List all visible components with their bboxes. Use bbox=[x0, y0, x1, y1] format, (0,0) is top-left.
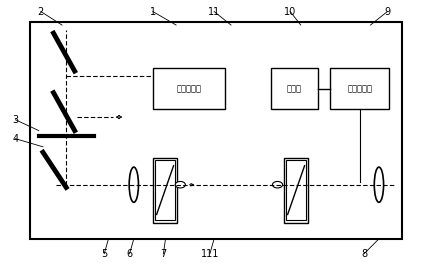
Text: 5: 5 bbox=[101, 249, 107, 259]
Text: 激光发射器: 激光发射器 bbox=[176, 84, 201, 93]
Circle shape bbox=[273, 181, 282, 188]
Text: 4: 4 bbox=[12, 134, 19, 144]
Text: 1: 1 bbox=[150, 7, 156, 17]
Circle shape bbox=[175, 181, 185, 188]
Ellipse shape bbox=[374, 167, 384, 202]
Bar bbox=[286, 160, 306, 220]
Bar bbox=[284, 158, 308, 222]
Text: 2: 2 bbox=[38, 7, 44, 17]
Text: 10: 10 bbox=[284, 7, 296, 17]
Bar bbox=[155, 160, 175, 220]
Bar bbox=[153, 68, 225, 109]
Text: 8: 8 bbox=[361, 249, 367, 259]
Text: 计算机: 计算机 bbox=[287, 84, 302, 93]
Text: 11: 11 bbox=[208, 7, 220, 17]
Bar bbox=[153, 158, 177, 222]
Bar bbox=[330, 68, 390, 109]
Text: 9: 9 bbox=[384, 7, 391, 17]
Bar bbox=[271, 68, 318, 109]
Text: 3: 3 bbox=[12, 115, 19, 125]
Bar bbox=[30, 22, 402, 239]
Ellipse shape bbox=[129, 167, 139, 202]
Text: 7: 7 bbox=[160, 249, 167, 259]
Text: 111: 111 bbox=[201, 249, 219, 259]
Text: 6: 6 bbox=[126, 249, 133, 259]
Text: 图像采集卡: 图像采集卡 bbox=[347, 84, 372, 93]
